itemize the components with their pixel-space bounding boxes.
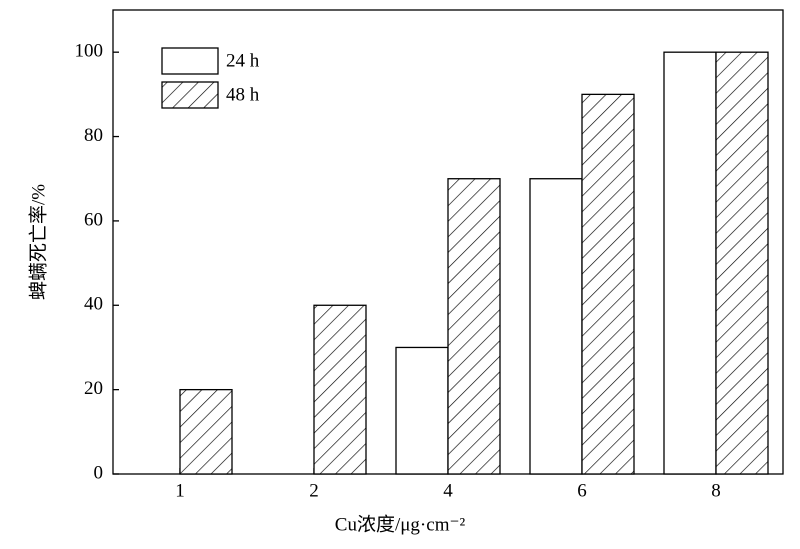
bar [581, 93, 635, 475]
x-axis-label: Cu浓度/μg·cm⁻² [335, 513, 466, 535]
bar [395, 346, 449, 475]
y-tick-label: 100 [75, 41, 104, 62]
legend-swatch [161, 81, 219, 109]
x-tick-label: 6 [577, 480, 587, 501]
bar [313, 304, 367, 475]
y-tick-label: 40 [84, 294, 103, 315]
x-tick-label: 1 [175, 480, 185, 501]
y-tick-label: 0 [94, 462, 104, 483]
legend-label: 24 h [226, 50, 260, 71]
y-tick-label: 80 [84, 125, 103, 146]
legend-swatch [161, 47, 219, 75]
y-tick-label: 60 [84, 209, 103, 230]
legend-label: 48 h [226, 84, 260, 105]
y-axis-label: 蜱螨死亡率/% [27, 184, 49, 300]
bar [179, 388, 233, 475]
x-tick-label: 2 [309, 480, 319, 501]
y-tick-label: 20 [84, 378, 103, 399]
x-tick-label: 8 [711, 480, 721, 501]
x-tick-label: 4 [443, 480, 453, 501]
bar [447, 178, 501, 475]
bar [529, 178, 583, 475]
bar [663, 51, 717, 475]
bar [715, 51, 769, 475]
